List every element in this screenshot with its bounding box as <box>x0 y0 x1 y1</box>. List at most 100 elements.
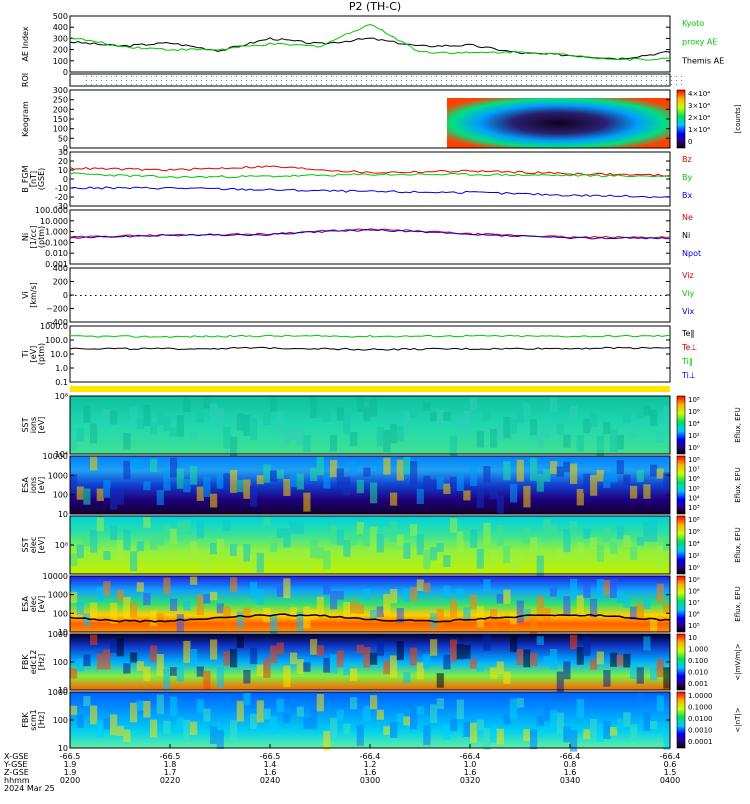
roi-dot <box>386 84 387 85</box>
series-ti-0 <box>69 334 671 339</box>
vi-zero-dot <box>505 295 507 296</box>
roi-dot <box>446 84 447 85</box>
y-axis-label: [Hz] <box>37 654 46 670</box>
vi-zero-dot <box>455 295 457 296</box>
spectro-cell <box>550 649 558 671</box>
spectro-cell <box>416 402 424 413</box>
vi-zero-dot <box>430 295 432 296</box>
spectro-cell <box>130 551 138 572</box>
spectro-cell <box>610 652 618 667</box>
roi-dot <box>671 84 672 85</box>
roi-dot <box>556 80 557 81</box>
roi-dot <box>351 80 352 81</box>
spectro-cell <box>330 717 338 738</box>
spectro-cell <box>590 719 598 737</box>
spectro-cell <box>423 654 431 669</box>
roi-dot <box>546 80 547 81</box>
roi-dot <box>601 80 602 81</box>
vi-zero-dot <box>110 295 112 296</box>
spectro-cell <box>130 652 138 663</box>
roi-dot <box>266 80 267 81</box>
colorbar-tick-label: 10² <box>688 552 700 560</box>
series-ni-0 <box>69 228 671 239</box>
panel-vi: 400 200 0 −200 −400 Vi [km/s] Viz Viy Vix <box>21 264 695 327</box>
x-tick-label-t: 0300 <box>360 776 380 785</box>
spectro-cell <box>550 524 558 536</box>
spectro-cell <box>290 474 298 488</box>
spectro-cell <box>130 458 138 469</box>
roi-dot <box>671 80 672 81</box>
spectro-cell <box>503 461 511 481</box>
vi-zero-dot <box>500 295 502 296</box>
roi-dot <box>476 76 477 77</box>
roi-dot <box>251 76 252 77</box>
roi-dot <box>611 80 612 81</box>
series-ni-1 <box>69 228 671 240</box>
roi-dot <box>676 80 677 81</box>
vi-zero-dot <box>440 295 442 296</box>
roi-dot <box>131 80 132 81</box>
spectro-cell <box>323 399 331 423</box>
spectro-cell <box>283 528 291 548</box>
spectro-cell <box>276 642 284 655</box>
roi-dot <box>456 84 457 85</box>
spectro-cell <box>170 457 178 478</box>
roi-dot <box>361 80 362 81</box>
spectro-cell <box>223 520 231 532</box>
roi-dot <box>186 80 187 81</box>
spectro-cell <box>336 650 344 668</box>
roi-dot <box>301 80 302 81</box>
y-tick-label: -10 <box>55 184 68 193</box>
spectro-cell <box>590 658 598 670</box>
panel-ti: 1000.0 100.0 10.0 1.0 0.1 Ti [eV] (ptm) Te‖ Te⊥ Ti… <box>21 322 697 387</box>
spectro-cell <box>643 484 651 499</box>
vi-zero-dot <box>225 295 227 296</box>
x-tick-label-x: -66.5 <box>260 752 281 761</box>
spectro-cell <box>656 659 664 678</box>
spectro-cell <box>550 587 558 597</box>
y-axis-label: SST <box>21 537 30 552</box>
panel-fbk_e: 1000 100 10 FBK edc12 [Hz] 10 1.000 0.100 0.010 0.… <box>21 630 742 695</box>
spectro-cell <box>636 536 644 546</box>
y-tick-label: 500 <box>53 12 68 21</box>
spectro-cell <box>616 654 624 667</box>
spectro-cell <box>250 554 258 574</box>
roi-dot <box>566 84 567 85</box>
spectro-cell <box>270 543 278 553</box>
spectro-cell <box>636 469 644 482</box>
spectro-cell <box>283 429 291 445</box>
roi-dot <box>161 76 162 77</box>
colorbar-tick-label: 10⁶ <box>688 408 700 416</box>
roi-dot <box>446 80 447 81</box>
spectro-cell <box>596 723 604 742</box>
roi-dot <box>461 80 462 81</box>
roi-dot <box>121 84 122 85</box>
roi-dot <box>381 80 382 81</box>
spectro-cell <box>576 647 584 665</box>
vi-zero-dot <box>95 295 97 296</box>
spectro-cell <box>436 698 444 709</box>
colorbar-tick-label: 10 <box>688 634 697 642</box>
y-axis-label: ESA <box>21 596 30 612</box>
vi-zero-dot <box>285 295 287 296</box>
y-axis-label: elec <box>29 537 38 553</box>
roi-dot <box>386 76 387 77</box>
spectro-cell <box>410 586 418 602</box>
spectro-cell <box>123 663 131 674</box>
x-tick-label-z: 1.6 <box>464 768 477 777</box>
spectro-cell <box>376 709 384 720</box>
roi-dot <box>566 76 567 77</box>
y-tick-label: 1000.0 <box>40 322 68 331</box>
spectro-cell <box>576 595 584 613</box>
spectro-cell <box>356 397 364 412</box>
spectro-cell <box>330 590 338 610</box>
colorbar-tick-label: 10⁰ <box>688 564 700 572</box>
spectro-cell <box>150 458 158 472</box>
vi-zero-dot <box>345 295 347 296</box>
vi-zero-dot <box>630 295 632 296</box>
roi-dot <box>291 80 292 81</box>
spectro-cell <box>210 543 218 555</box>
x-tick-label-z: 1.5 <box>664 768 677 777</box>
vi-zero-dot <box>220 295 222 296</box>
spectro-cell <box>116 540 124 561</box>
